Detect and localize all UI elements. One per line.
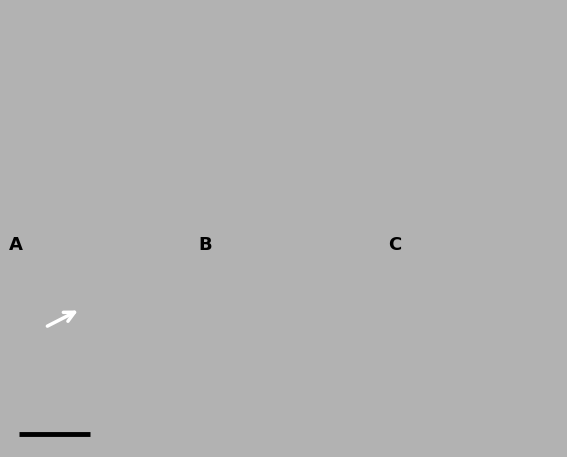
Text: C: C — [388, 237, 401, 255]
Text: B: B — [198, 237, 212, 255]
Text: A: A — [9, 237, 22, 255]
